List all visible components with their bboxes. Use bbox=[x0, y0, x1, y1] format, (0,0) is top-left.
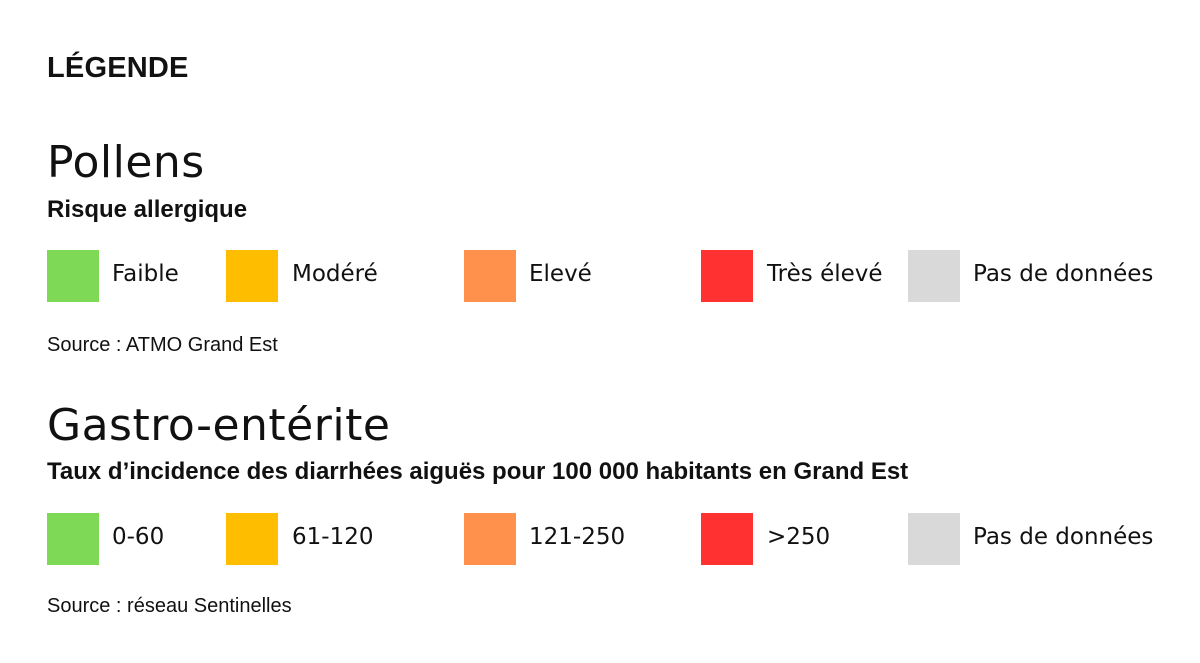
pollens-label-tres-eleve: Très élevé bbox=[767, 261, 883, 287]
gastro-swatch-over-250 bbox=[701, 513, 753, 565]
gastro-swatch-121-250 bbox=[464, 513, 516, 565]
gastro-label-over-250: >250 bbox=[767, 524, 831, 550]
pollens-source: Source : ATMO Grand Est bbox=[47, 334, 278, 356]
pollens-label-eleve: Elevé bbox=[529, 261, 592, 287]
gastro-label-121-250: 121-250 bbox=[529, 524, 626, 550]
gastro-subtitle: Taux d’incidence des diarrhées aiguës po… bbox=[47, 458, 909, 485]
pollens-label-modere: Modéré bbox=[292, 261, 378, 287]
gastro-title: Gastro-entérite bbox=[47, 400, 391, 451]
gastro-swatch-0-60 bbox=[47, 513, 99, 565]
pollens-subtitle: Risque allergique bbox=[47, 196, 248, 223]
pollens-swatch-modere bbox=[226, 250, 278, 302]
pollens-title: Pollens bbox=[47, 137, 205, 188]
pollens-swatch-tres-eleve bbox=[701, 250, 753, 302]
gastro-label-no-data: Pas de données bbox=[973, 524, 1154, 550]
pollens-swatch-no-data bbox=[908, 250, 960, 302]
gastro-swatch-no-data bbox=[908, 513, 960, 565]
pollens-label-no-data: Pas de données bbox=[973, 261, 1154, 287]
gastro-source: Source : réseau Sentinelles bbox=[47, 595, 292, 617]
pollens-label-faible: Faible bbox=[112, 261, 179, 287]
gastro-label-61-120: 61-120 bbox=[292, 524, 374, 550]
gastro-swatch-61-120 bbox=[226, 513, 278, 565]
gastro-label-0-60: 0-60 bbox=[112, 524, 165, 550]
pollens-swatch-eleve bbox=[464, 250, 516, 302]
pollens-swatch-faible bbox=[47, 250, 99, 302]
legend-title: LÉGENDE bbox=[47, 52, 189, 84]
